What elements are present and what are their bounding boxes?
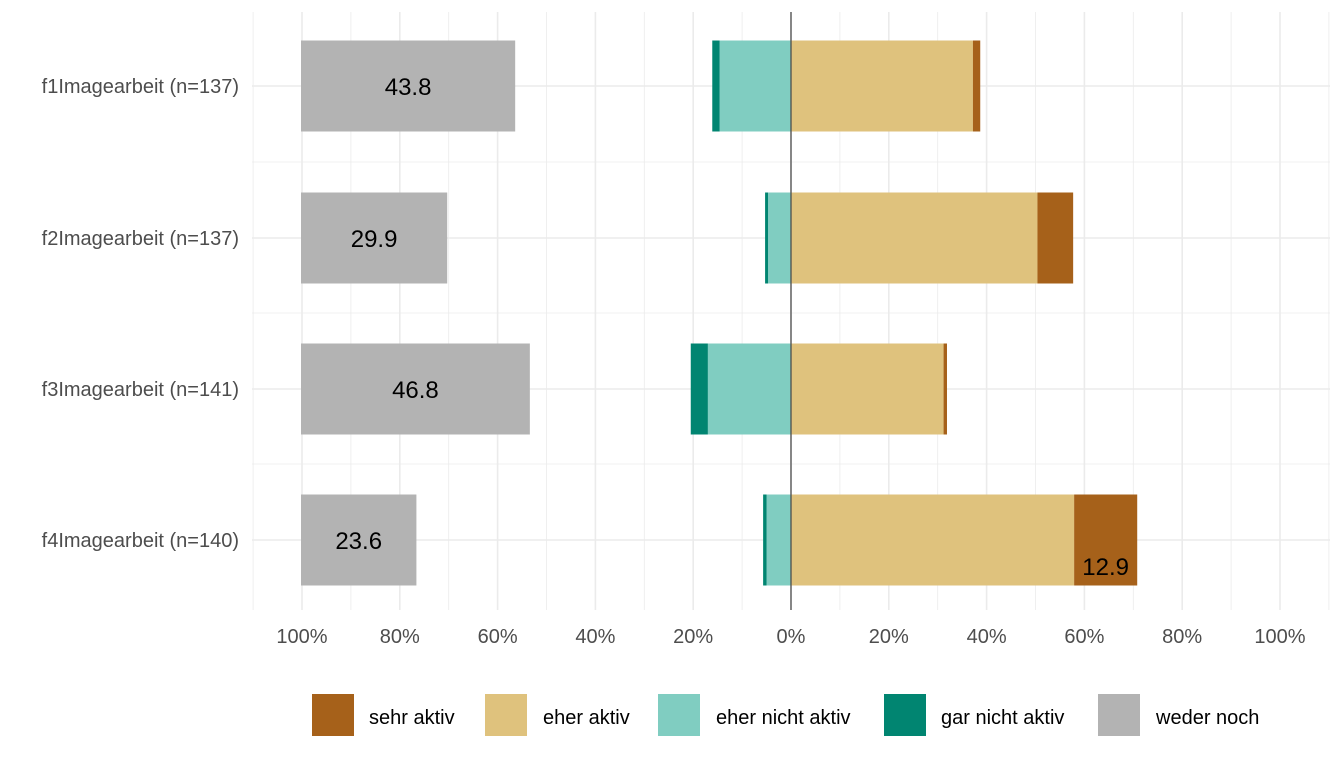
legend-key-weder-noch: [1098, 694, 1140, 736]
data-label: 29.9: [351, 226, 398, 253]
data-label: 46.8: [392, 377, 439, 404]
data-label: 12.9: [1082, 554, 1129, 581]
legend-label-weder-noch: weder noch: [1155, 707, 1259, 729]
y-axis-label: f4Imagearbeit (n=140): [42, 530, 239, 552]
legend: sehr aktiv eher aktiv eher nicht aktiv gar …: [312, 694, 1259, 736]
bar-eher-nicht-aktiv: [707, 343, 791, 435]
bar-eher-aktiv: [791, 494, 1075, 586]
bar-sehr-aktiv: [972, 40, 981, 132]
x-tick-label: 0%: [777, 626, 806, 648]
bar-weder-noch: [301, 192, 448, 284]
x-tick-label: 80%: [380, 626, 420, 648]
bar-weder-noch: [301, 40, 516, 132]
bar-eher-nicht-aktiv: [719, 40, 791, 132]
legend-key-eher-nicht-aktiv: [658, 694, 700, 736]
bar-weder-noch: [301, 494, 417, 586]
bar-sehr-aktiv: [943, 343, 947, 435]
legend-label-gar-nicht-aktiv: gar nicht aktiv: [941, 707, 1064, 729]
legend-key-gar-nicht-aktiv: [884, 694, 926, 736]
bar-gar-nicht-aktiv: [712, 40, 720, 132]
x-tick-label: 20%: [673, 626, 713, 648]
bar-gar-nicht-aktiv: [690, 343, 708, 435]
x-tick-label: 20%: [869, 626, 909, 648]
bar-gar-nicht-aktiv: [763, 494, 767, 586]
legend-label-eher-aktiv: eher aktiv: [543, 707, 630, 729]
bar-weder-noch: [301, 343, 530, 435]
x-tick-label: 100%: [1254, 626, 1305, 648]
data-labels: 43.8 29.9 46.8 23.6 12.9: [335, 74, 1129, 581]
legend-key-sehr-aktiv: [312, 694, 354, 736]
legend-label-sehr-aktiv: sehr aktiv: [369, 707, 455, 729]
bar-sehr-aktiv: [1037, 192, 1074, 284]
bar-sehr-aktiv: [1074, 494, 1138, 586]
x-axis-ticks: 100% 80% 60% 40% 20% 0% 20% 40% 60% 80% 100%: [276, 626, 1305, 648]
bar-eher-aktiv: [791, 343, 944, 435]
data-label: 43.8: [385, 74, 432, 101]
legend-key-eher-aktiv: [485, 694, 527, 736]
bar-eher-nicht-aktiv: [766, 494, 791, 586]
bar-eher-nicht-aktiv: [768, 192, 791, 284]
y-axis-label: f1Imagearbeit (n=137): [42, 76, 239, 98]
legend-label-eher-nicht-aktiv: eher nicht aktiv: [716, 707, 851, 729]
y-axis-label: f3Imagearbeit (n=141): [42, 379, 239, 401]
bars: [301, 40, 1138, 586]
data-label: 23.6: [335, 528, 382, 555]
x-tick-label: 40%: [575, 626, 615, 648]
x-tick-label: 100%: [276, 626, 327, 648]
x-tick-label: 80%: [1162, 626, 1202, 648]
x-tick-label: 60%: [478, 626, 518, 648]
y-axis-labels: f1Imagearbeit (n=137) f2Imagearbeit (n=13…: [42, 76, 239, 552]
x-tick-label: 60%: [1064, 626, 1104, 648]
y-axis-label: f2Imagearbeit (n=137): [42, 228, 239, 250]
x-tick-label: 40%: [967, 626, 1007, 648]
bar-eher-aktiv: [791, 192, 1038, 284]
bar-eher-aktiv: [791, 40, 973, 132]
bar-gar-nicht-aktiv: [765, 192, 769, 284]
